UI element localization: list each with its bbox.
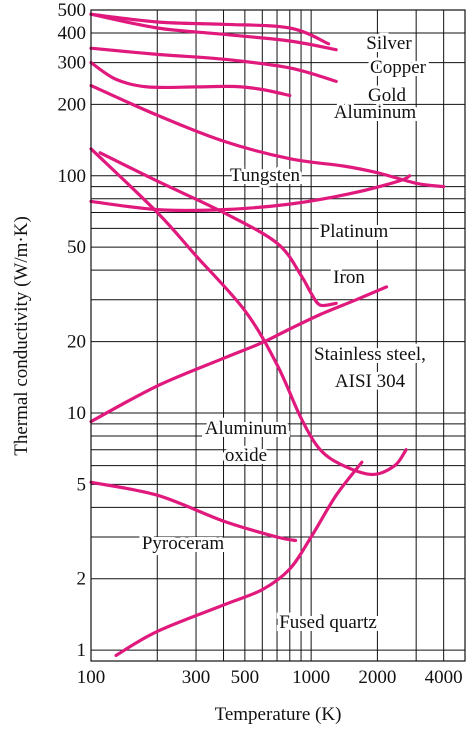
curve-label-fused-quartz: Fused quartz — [279, 612, 377, 633]
y-tick-label: 1 — [77, 640, 87, 661]
y-tick-label: 20 — [67, 332, 86, 353]
curve-fused-quartz — [114, 460, 364, 657]
curve-pyroceram — [89, 480, 298, 543]
data-curves — [89, 12, 446, 657]
y-tick-label: 300 — [58, 53, 87, 74]
y-tick-label: 200 — [58, 94, 87, 115]
x-tick-label: 500 — [231, 667, 260, 688]
y-tick-label: 100 — [58, 166, 87, 187]
curve-tungsten — [89, 84, 446, 189]
curve-iron — [98, 151, 338, 308]
curve-label-copper: Copper — [370, 57, 427, 78]
tick-labels: 100 300 500 1000 2000 4000 1 2 5 10 20 50 100 200 300 4… — [58, 0, 463, 688]
curve-platinum — [89, 174, 412, 213]
curve-label-pyroceram: Pyroceram — [142, 533, 225, 554]
y-tick-label: 50 — [67, 237, 86, 258]
curve-label-tungsten: Tungsten — [230, 165, 301, 186]
curve-label-stainless-steel: Stainless steel, — [314, 344, 426, 365]
curve-copper — [89, 12, 338, 52]
plot-frame — [90, 9, 466, 662]
curve-label-oxide: oxide — [225, 445, 267, 466]
curve-aluminum-oxide — [89, 147, 408, 477]
y-axis-title: Thermal conductivity (W/m·K) — [11, 216, 32, 456]
y-tick-label: 400 — [58, 23, 87, 44]
x-tick-label: 1000 — [292, 667, 330, 688]
y-tick-label: 2 — [77, 569, 87, 590]
curve-label-platinum: Platinum — [320, 221, 389, 242]
curve-label-iron: Iron — [333, 267, 365, 288]
curve-labels: SilverCopperGoldAluminumTungstenPlatinum… — [139, 30, 430, 636]
x-tick-label: 4000 — [425, 667, 463, 688]
x-tick-label: 2000 — [358, 667, 396, 688]
curve-label-aluminum: Aluminum — [205, 418, 288, 439]
curve-label-aluminum: Aluminum — [334, 102, 417, 123]
x-tick-label: 300 — [182, 667, 211, 688]
y-tick-label: 500 — [58, 0, 87, 21]
curve-silver — [89, 12, 331, 46]
curve-aluminum — [89, 61, 292, 98]
curve-label-silver: Silver — [366, 33, 412, 54]
curve-gold — [89, 46, 338, 83]
y-tick-label: 10 — [67, 403, 86, 424]
curve-label-aisi-304: AISI 304 — [335, 371, 406, 392]
y-tick-label: 5 — [77, 474, 87, 495]
curve-label-gold: Gold — [368, 85, 407, 106]
x-axis-title: Temperature (K) — [215, 704, 342, 725]
curve-stainless-steel-aisi-304 — [89, 285, 389, 424]
x-tick-label: 100 — [77, 667, 106, 688]
